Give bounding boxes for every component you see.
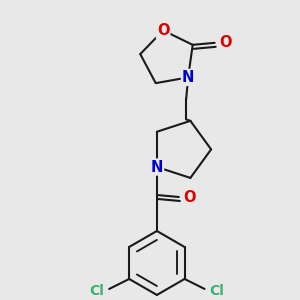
Text: O: O xyxy=(219,35,232,50)
Text: O: O xyxy=(157,23,169,38)
Text: O: O xyxy=(184,190,196,206)
Text: N: N xyxy=(151,160,163,175)
Text: Cl: Cl xyxy=(90,284,105,298)
Text: N: N xyxy=(182,70,194,85)
Text: Cl: Cl xyxy=(209,284,224,298)
